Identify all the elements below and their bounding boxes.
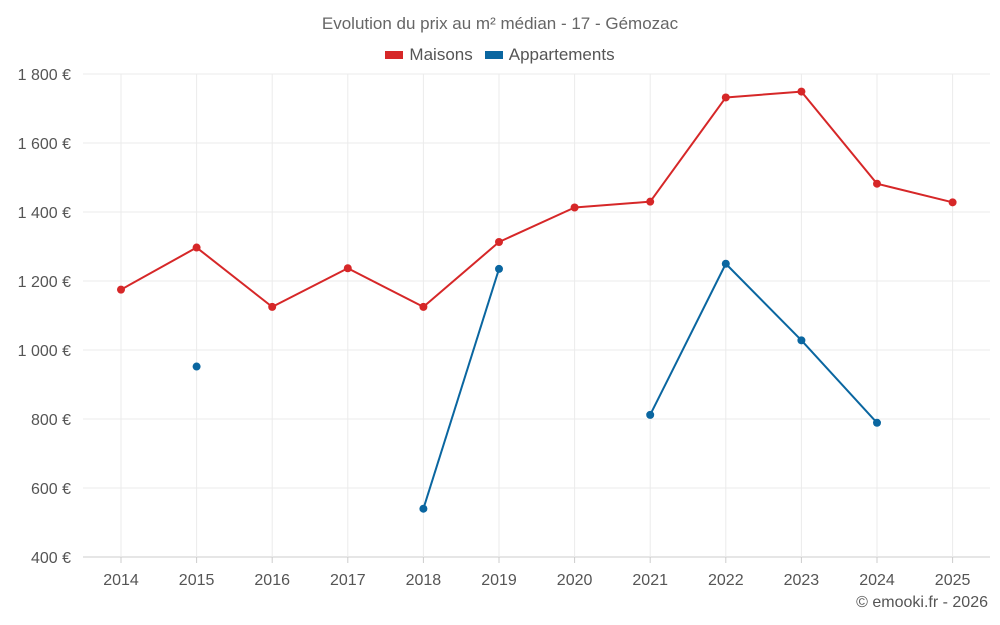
data-point-appartements-2021 (646, 410, 655, 419)
series-maisons (117, 87, 957, 311)
chart-title: Evolution du prix au m² médian - 17 - Gé… (321, 14, 679, 33)
axes: 400 € 600 € 800 € 1 000 € 1 200 € 1 400 € 1 60… (18, 67, 971, 589)
legend-label-appartements: Appartements (508, 45, 615, 64)
series-appartements (192, 259, 881, 513)
data-point-maisons-2023 (797, 87, 806, 96)
x-tick-label: 2019 (481, 572, 517, 589)
data-point-maisons-2019 (495, 238, 503, 247)
x-tick-label: 2020 (557, 572, 593, 589)
series-line-appartements (649, 262, 878, 424)
data-point-maisons-2025 (948, 198, 957, 207)
legend-item-appartements[interactable]: Appartements (484, 45, 615, 65)
x-tick-label: 2015 (179, 572, 215, 589)
y-tick-label: 1 800 € (18, 67, 71, 84)
series-line-maisons (120, 90, 953, 308)
x-tick-label: 2014 (103, 572, 139, 589)
data-point-maisons-2020 (570, 203, 579, 212)
data-point-appartements-2024 (873, 418, 881, 427)
data-point-appartements-2019 (495, 264, 503, 273)
data-point-maisons-2016 (268, 302, 277, 311)
y-tick-label: 400 € (31, 550, 71, 567)
data-point-maisons-2018 (419, 302, 428, 311)
y-tick-label: 1 000 € (18, 343, 71, 360)
y-tick-label: 800 € (31, 412, 71, 429)
y-tick-label: 600 € (31, 481, 71, 498)
x-tick-label: 2018 (406, 572, 442, 589)
data-point-maisons-2017 (343, 264, 352, 273)
x-tick-label: 2023 (784, 572, 820, 589)
x-tick-label: 2022 (708, 572, 744, 589)
legend-item-maisons[interactable]: Maisons (385, 45, 473, 65)
legend-swatch-appartements (484, 51, 503, 59)
x-tick-label: 2025 (935, 572, 971, 589)
y-tick-label: 1 200 € (18, 274, 71, 291)
x-tick-label: 2024 (859, 572, 895, 589)
legend-swatch-maisons (385, 51, 404, 59)
data-point-appartements-2018 (419, 504, 428, 513)
series-line-appartements (422, 268, 500, 510)
series (117, 87, 957, 513)
credit-text: © emooki.fr - 2026 (856, 594, 988, 611)
data-point-appartements-2022 (721, 259, 730, 268)
data-point-appartements-2023 (797, 336, 806, 345)
data-point-maisons-2022 (721, 93, 730, 102)
x-tick-label: 2017 (330, 572, 366, 589)
data-point-maisons-2021 (646, 197, 655, 206)
y-tick-label: 1 400 € (18, 205, 71, 222)
data-point-maisons-2015 (192, 243, 201, 252)
legend-label-maisons: Maisons (409, 45, 473, 64)
data-point-maisons-2014 (117, 285, 125, 294)
data-point-appartements-2015 (192, 362, 201, 371)
y-tick-label: 1 600 € (18, 136, 71, 153)
x-tick-label: 2021 (632, 572, 668, 589)
x-tick-label: 2016 (254, 572, 290, 589)
grid (83, 73, 990, 558)
legend: Maisons Appartements (0, 45, 1000, 65)
data-point-maisons-2024 (873, 179, 881, 188)
